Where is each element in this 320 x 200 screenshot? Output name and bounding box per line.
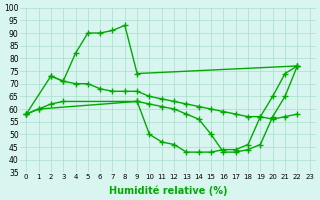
X-axis label: Humidité relative (%): Humidité relative (%)	[109, 185, 227, 196]
